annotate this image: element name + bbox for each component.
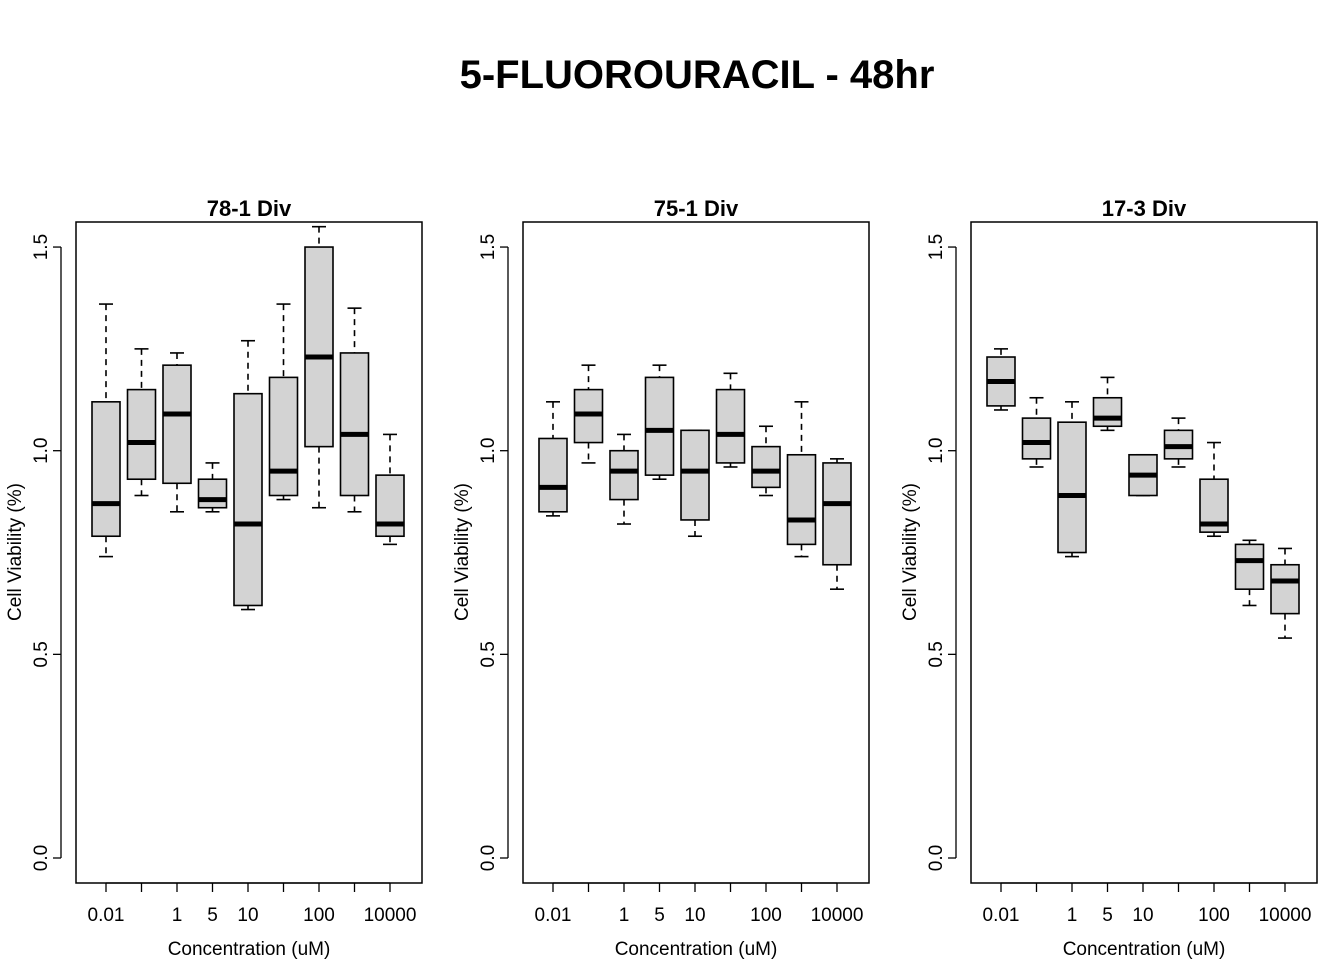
- iqr-box: [197, 478, 228, 509]
- x-tick-label: 10: [237, 905, 258, 926]
- box-2: [126, 348, 157, 497]
- x-tick-label: 10000: [364, 905, 417, 926]
- x-tick-label: 10000: [811, 905, 864, 926]
- y-tick-label: 0.5: [478, 641, 499, 667]
- y-tick-label: 0.0: [31, 845, 52, 871]
- x-tick-label: 10000: [1259, 905, 1312, 926]
- iqr-box: [538, 437, 568, 513]
- plot-frame: [970, 221, 1318, 884]
- x-tick-label: 10: [1132, 905, 1153, 926]
- iqr-box: [339, 352, 370, 497]
- box-4: [1092, 376, 1123, 432]
- x-axis-label: Concentration (uM): [1063, 939, 1226, 960]
- iqr-box: [126, 388, 157, 481]
- iqr-box: [233, 392, 263, 607]
- iqr-box: [1234, 543, 1265, 590]
- box-1: [986, 348, 1016, 411]
- box-3: [609, 433, 639, 525]
- iqr-box: [715, 388, 746, 464]
- panel-title: 17-3 Div: [1102, 196, 1187, 221]
- box-5: [680, 429, 710, 538]
- y-tick-label: 1.0: [31, 437, 52, 463]
- x-tick-label: 0.01: [535, 905, 572, 926]
- x-tick-label: 1: [172, 905, 183, 926]
- iqr-box: [1021, 417, 1052, 460]
- x-tick-label: 100: [750, 905, 782, 926]
- panel-1: 78-1 Div 0.0 0.5 1.0 1.5 Cell Viability (%) 0.…: [5, 196, 423, 960]
- iqr-box: [1092, 396, 1123, 428]
- box-1: [91, 303, 121, 558]
- box-8: [1234, 539, 1265, 607]
- y-tick-label: 1.5: [478, 234, 499, 260]
- x-tick-label: 1: [619, 905, 630, 926]
- box-1: [538, 401, 568, 517]
- y-axis-label: Cell Viability (%): [5, 483, 26, 621]
- panel-title: 78-1 Div: [207, 196, 292, 221]
- box-6: [268, 303, 299, 501]
- iqr-box: [91, 401, 121, 538]
- panel-3: 17-3 Div 0.0 0.5 1.0 1.5 Cell Viability (%) 0.…: [900, 196, 1318, 960]
- x-axis-label: Concentration (uM): [615, 939, 778, 960]
- iqr-box: [1270, 563, 1300, 615]
- x-tick-label: 10: [684, 905, 705, 926]
- box-9: [1270, 547, 1300, 639]
- plot-frame: [522, 221, 870, 884]
- y-axis-label: Cell Viability (%): [452, 483, 473, 621]
- x-tick-label: 5: [1102, 905, 1113, 926]
- panel-2: 75-1 Div 0.0 0.5 1.0 1.5 Cell Viability (%) 0.…: [452, 196, 870, 960]
- x-tick-label: 0.01: [983, 905, 1020, 926]
- iqr-box: [786, 453, 817, 546]
- box-9: [375, 433, 405, 546]
- box-5: [233, 339, 263, 611]
- iqr-box: [609, 449, 639, 501]
- x-tick-label: 1: [1067, 905, 1078, 926]
- iqr-box: [375, 474, 405, 538]
- box-4: [197, 462, 228, 513]
- panel-title: 75-1 Div: [654, 196, 739, 221]
- box-9: [822, 458, 852, 590]
- x-tick-label: 100: [303, 905, 335, 926]
- y-tick-label: 0.0: [926, 845, 947, 871]
- y-tick-label: 0.5: [926, 641, 947, 667]
- box-8: [339, 307, 370, 513]
- iqr-box: [680, 429, 710, 521]
- iqr-box: [822, 462, 852, 566]
- box-7: [1199, 441, 1229, 538]
- x-tick-label: 5: [207, 905, 218, 926]
- iqr-box: [644, 376, 675, 476]
- box-7: [304, 225, 334, 509]
- y-tick-label: 0.0: [478, 845, 499, 871]
- y-tick-label: 0.5: [31, 641, 52, 667]
- iqr-box: [751, 445, 781, 489]
- iqr-box: [162, 364, 192, 485]
- iqr-box: [1057, 421, 1087, 554]
- x-tick-label: 100: [1198, 905, 1230, 926]
- y-tick-label: 1.5: [31, 234, 52, 260]
- box-4: [644, 364, 675, 481]
- box-3: [162, 352, 192, 513]
- x-axis-label: Concentration (uM): [168, 939, 331, 960]
- iqr-box: [304, 246, 334, 448]
- y-axis-label: Cell Viability (%): [900, 483, 921, 621]
- box-2: [1021, 396, 1052, 468]
- box-3: [1057, 401, 1087, 558]
- box-5: [1128, 453, 1158, 497]
- x-tick-label: 5: [654, 905, 665, 926]
- y-tick-label: 1.0: [478, 437, 499, 463]
- x-tick-label: 0.01: [88, 905, 125, 926]
- iqr-box: [268, 376, 299, 497]
- box-6: [715, 372, 746, 468]
- figure-title: 5-FLUOROURACIL - 48hr: [460, 53, 935, 97]
- box-6: [1163, 417, 1194, 468]
- box-7: [751, 425, 781, 497]
- box-8: [786, 401, 817, 558]
- box-2: [573, 364, 604, 464]
- y-tick-label: 1.0: [926, 437, 947, 463]
- y-tick-label: 1.5: [926, 234, 947, 260]
